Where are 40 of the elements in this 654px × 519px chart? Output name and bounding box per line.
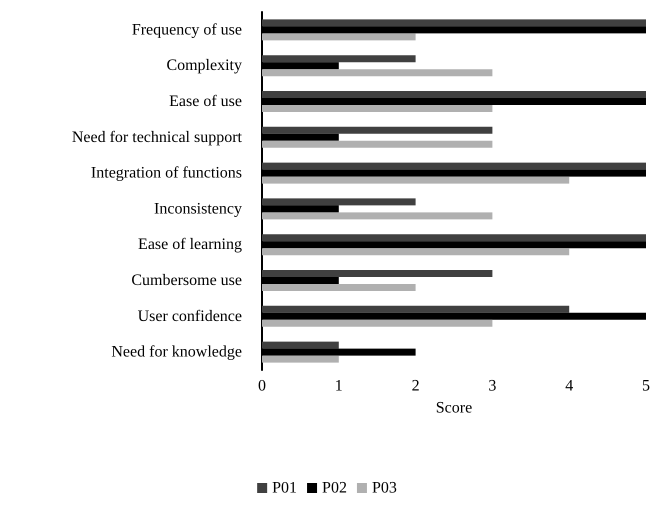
bar (262, 69, 492, 76)
x-tick-label: 5 (642, 378, 650, 394)
bar (262, 284, 416, 291)
bar (262, 234, 646, 242)
legend-label: P03 (372, 480, 397, 496)
bar (262, 342, 339, 349)
bar (262, 270, 492, 277)
y-tick-label: Ease of learning (138, 236, 242, 254)
bar (262, 356, 339, 363)
x-tick-label: 4 (565, 378, 574, 394)
bar (262, 306, 570, 313)
y-tick-label: Cumbersome use (131, 272, 242, 289)
x-tick-label: 3 (488, 378, 496, 394)
bar (262, 105, 492, 112)
y-tick-label: Complexity (166, 57, 242, 74)
y-tick-label: Inconsistency (154, 200, 242, 218)
bar (262, 198, 416, 206)
y-tick-label: Frequency of use (132, 21, 242, 38)
bar (262, 212, 492, 220)
y-tick-label: Need for technical support (72, 128, 243, 146)
x-tick-label: 2 (412, 378, 420, 394)
y-tick-label: Integration of functions (90, 164, 242, 182)
bar (262, 248, 570, 256)
bar (262, 91, 646, 98)
y-tick-label: Need for knowledge (111, 344, 242, 361)
bar (262, 33, 416, 40)
x-tick-label: 0 (258, 378, 266, 394)
bar (262, 126, 492, 134)
bar (262, 140, 492, 148)
x-tick-label: 1 (334, 378, 343, 394)
bar (262, 55, 416, 62)
y-tick-label: User confidence (138, 308, 242, 325)
x-axis-title: Score (436, 400, 472, 416)
legend-label: P02 (322, 480, 347, 496)
legend-label: P01 (272, 480, 298, 496)
bar (262, 320, 492, 327)
bar (262, 176, 570, 184)
y-tick-label: Ease of use (169, 93, 242, 110)
bar (262, 162, 646, 170)
bar (262, 19, 646, 26)
